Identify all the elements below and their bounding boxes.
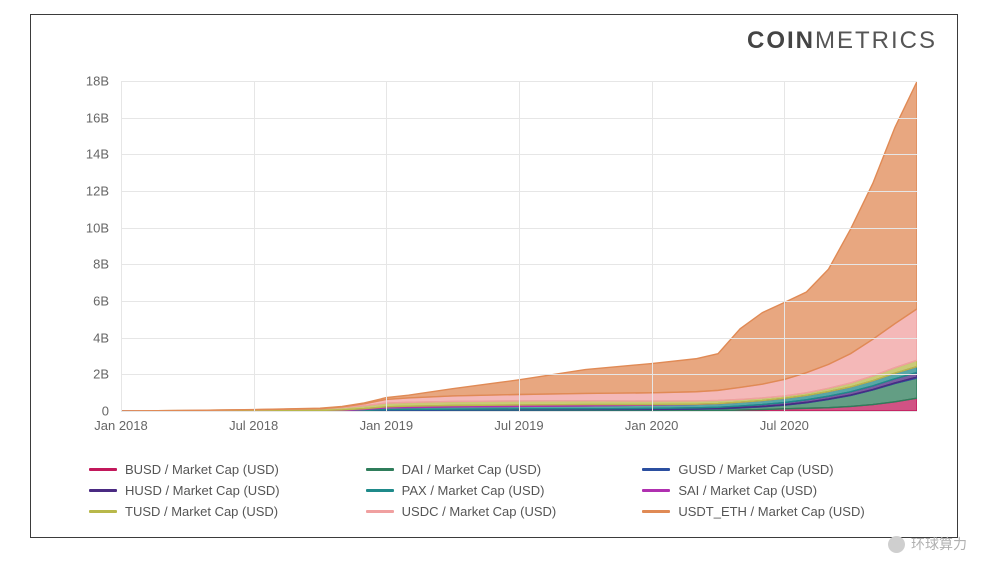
legend-label: SAI / Market Cap (USD): [678, 483, 817, 498]
x-gridline: [254, 81, 255, 411]
legend-label: BUSD / Market Cap (USD): [125, 462, 279, 477]
legend-label: USDT_ETH / Market Cap (USD): [678, 504, 864, 519]
y-tick-label: 10B: [86, 220, 109, 235]
legend-label: HUSD / Market Cap (USD): [125, 483, 280, 498]
legend-label: PAX / Market Cap (USD): [402, 483, 545, 498]
watermark-icon: [888, 536, 905, 553]
legend-item-sai: SAI / Market Cap (USD): [642, 483, 909, 498]
x-gridline: [784, 81, 785, 411]
x-tick-label: Jan 2018: [94, 418, 148, 433]
y-tick-label: 4B: [93, 330, 109, 345]
legend-label: TUSD / Market Cap (USD): [125, 504, 278, 519]
legend-label: DAI / Market Cap (USD): [402, 462, 541, 477]
x-gridline: [519, 81, 520, 411]
legend-swatch: [89, 468, 117, 472]
y-tick-label: 12B: [86, 184, 109, 199]
legend-item-husd: HUSD / Market Cap (USD): [89, 483, 356, 498]
x-tick-label: Jan 2020: [625, 418, 679, 433]
plot-area: 02B4B6B8B10B12B14B16B18BJan 2018Jul 2018…: [121, 81, 917, 411]
legend-swatch: [642, 468, 670, 472]
x-gridline: [386, 81, 387, 411]
legend-item-pax: PAX / Market Cap (USD): [366, 483, 633, 498]
legend-item-gusd: GUSD / Market Cap (USD): [642, 462, 909, 477]
legend-label: USDC / Market Cap (USD): [402, 504, 557, 519]
x-gridline: [121, 81, 122, 411]
legend-swatch: [366, 510, 394, 514]
legend: BUSD / Market Cap (USD) DAI / Market Cap …: [89, 462, 909, 519]
legend-item-usdc: USDC / Market Cap (USD): [366, 504, 633, 519]
x-tick-label: Jan 2019: [360, 418, 414, 433]
legend-item-busd: BUSD / Market Cap (USD): [89, 462, 356, 477]
x-tick-label: Jul 2019: [494, 418, 543, 433]
legend-swatch: [366, 489, 394, 493]
watermark-text: 环球算力: [911, 534, 967, 554]
brand-logo: COINMETRICS: [747, 27, 937, 55]
brand-light: METRICS: [815, 27, 937, 54]
x-tick-label: Jul 2018: [229, 418, 278, 433]
source-watermark: 环球算力: [888, 534, 967, 554]
y-tick-label: 14B: [86, 147, 109, 162]
y-tick-label: 8B: [93, 257, 109, 272]
x-tick-label: Jul 2020: [760, 418, 809, 433]
legend-item-usdt_eth: USDT_ETH / Market Cap (USD): [642, 504, 909, 519]
legend-swatch: [642, 510, 670, 514]
y-tick-label: 2B: [93, 367, 109, 382]
legend-swatch: [642, 489, 670, 493]
legend-swatch: [366, 468, 394, 472]
legend-swatch: [89, 489, 117, 493]
y-tick-label: 18B: [86, 74, 109, 89]
legend-item-dai: DAI / Market Cap (USD): [366, 462, 633, 477]
x-gridline: [652, 81, 653, 411]
brand-bold: COIN: [747, 27, 815, 54]
y-tick-label: 0: [102, 404, 109, 419]
y-tick-label: 16B: [86, 110, 109, 125]
legend-swatch: [89, 510, 117, 514]
y-gridline: [121, 411, 917, 412]
y-tick-label: 6B: [93, 294, 109, 309]
legend-item-tusd: TUSD / Market Cap (USD): [89, 504, 356, 519]
chart-frame: COINMETRICS 02B4B6B8B10B12B14B16B18BJan …: [30, 14, 958, 538]
legend-label: GUSD / Market Cap (USD): [678, 462, 833, 477]
